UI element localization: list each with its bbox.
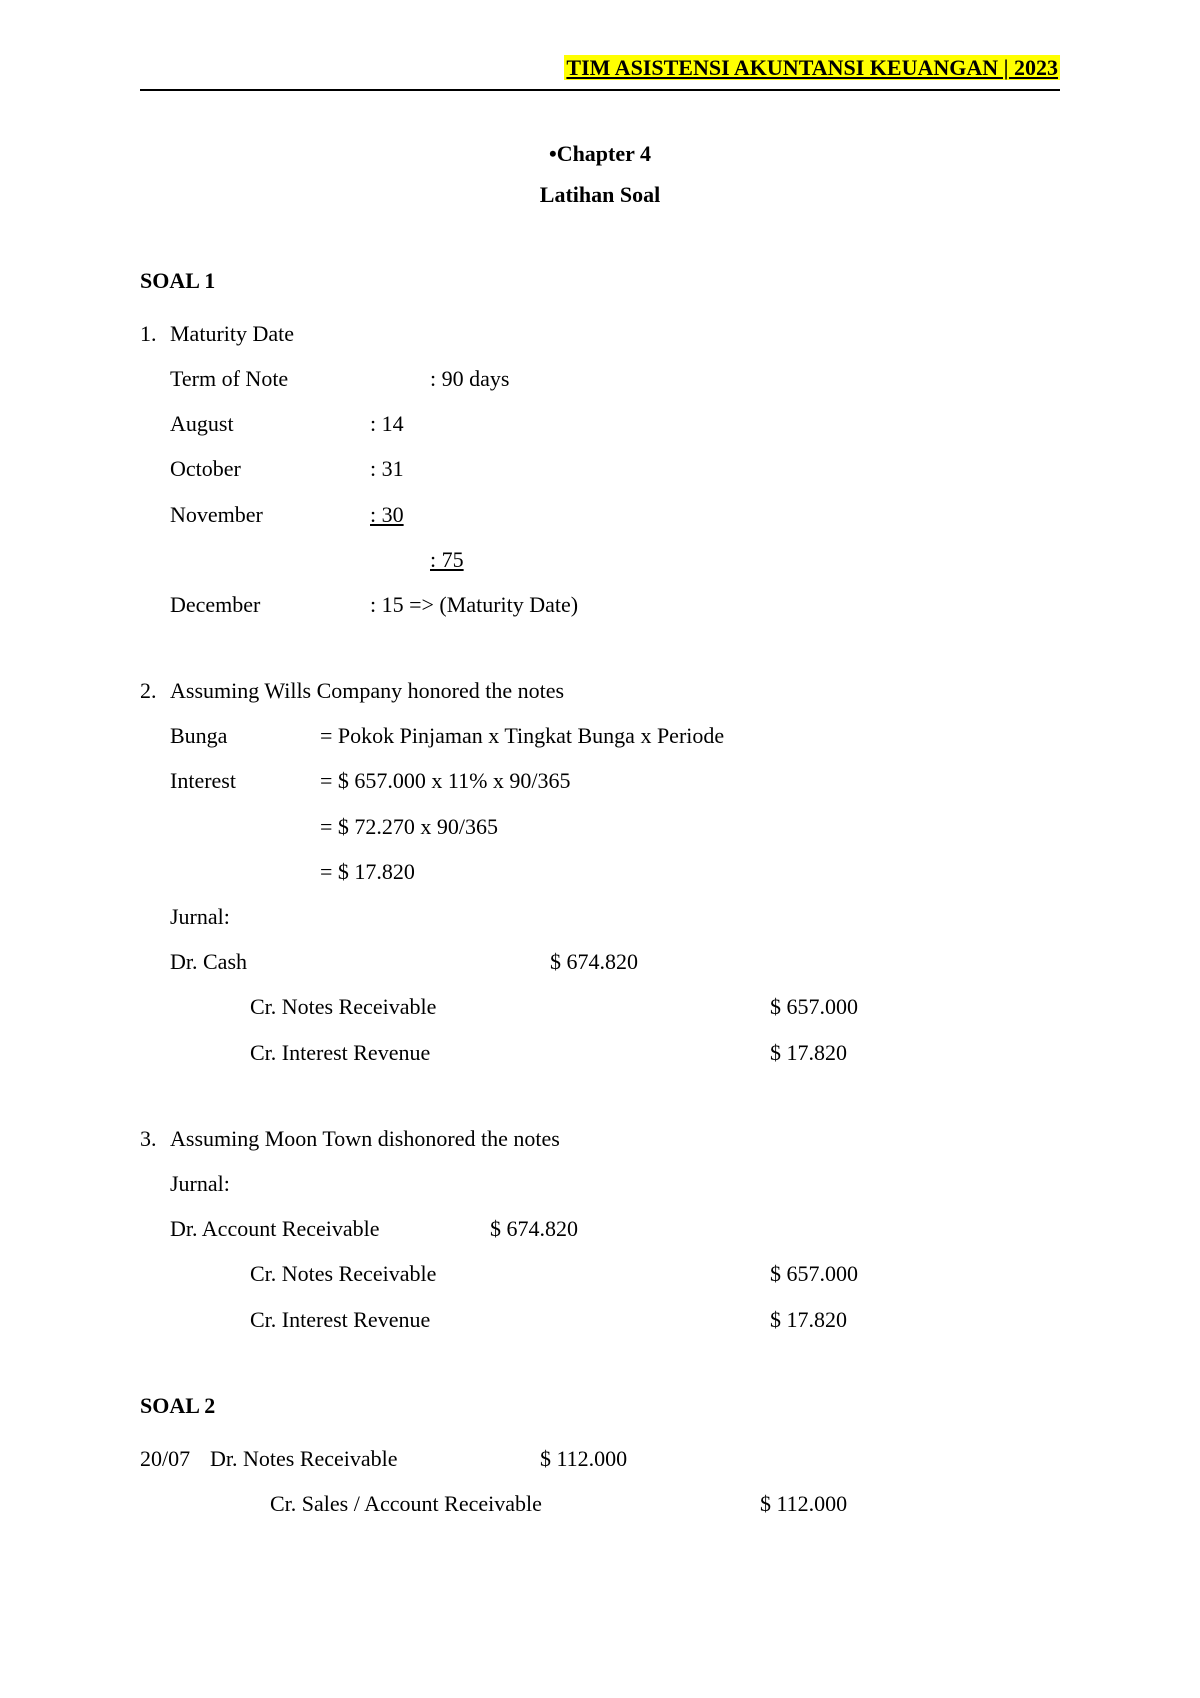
debit bbox=[550, 1256, 770, 1291]
debit bbox=[550, 1035, 770, 1070]
label: November bbox=[170, 497, 370, 532]
item-2: 2. Assuming Wills Company honored the no… bbox=[140, 673, 1060, 1080]
value: : 14 bbox=[370, 406, 404, 441]
account: Cr. Sales / Account Receivable bbox=[270, 1486, 670, 1521]
credit: $ 17.820 bbox=[770, 1302, 920, 1337]
value: : 30 bbox=[370, 497, 404, 532]
item-1: 1. Maturity Date Term of Note : 90 days … bbox=[140, 316, 1060, 632]
item-title: Assuming Moon Town dishonored the notes bbox=[170, 1121, 1060, 1156]
header-text: TIM ASISTENSI AKUNTANSI KEUANGAN | 2023 bbox=[564, 55, 1060, 80]
page-subtitle: Latihan Soal bbox=[140, 177, 1060, 212]
item-content: Assuming Wills Company honored the notes… bbox=[170, 673, 1060, 1080]
calc-row: Interest = $ 657.000 x 11% x 90/365 bbox=[170, 763, 1060, 798]
debit: $ 112.000 bbox=[540, 1441, 760, 1476]
maturity-final: December : 15 => (Maturity Date) bbox=[170, 587, 1060, 622]
value: : 75 bbox=[370, 542, 464, 577]
maturity-total: : 75 bbox=[170, 542, 1060, 577]
label: Term of Note bbox=[170, 361, 370, 396]
debit bbox=[550, 1302, 770, 1337]
journal-row: Cr. Interest Revenue $ 17.820 bbox=[170, 1035, 1060, 1070]
journal-label: Jurnal: bbox=[170, 1166, 1060, 1201]
page-header: TIM ASISTENSI AKUNTANSI KEUANGAN | 2023 bbox=[140, 50, 1060, 91]
account: Cr. Notes Receivable bbox=[250, 1256, 550, 1291]
maturity-row: August : 14 bbox=[170, 406, 1060, 441]
item-3: 3. Assuming Moon Town dishonored the not… bbox=[140, 1121, 1060, 1347]
account: Dr. Cash bbox=[170, 944, 550, 979]
value: = $ 657.000 x 11% x 90/365 bbox=[320, 763, 571, 798]
soal2-journal-row: 20/07 Dr. Notes Receivable $ 112.000 bbox=[140, 1441, 1060, 1476]
value: = $ 17.820 bbox=[320, 854, 415, 889]
account: Cr. Notes Receivable bbox=[250, 989, 550, 1024]
soal2-label: SOAL 2 bbox=[140, 1388, 1060, 1423]
account: Dr. Account Receivable bbox=[170, 1211, 490, 1246]
account: Cr. Interest Revenue bbox=[250, 1035, 550, 1070]
journal-label: Jurnal: bbox=[170, 899, 1060, 934]
label: August bbox=[170, 406, 370, 441]
account: Dr. Notes Receivable bbox=[210, 1441, 540, 1476]
maturity-row: November : 30 bbox=[170, 497, 1060, 532]
credit bbox=[770, 944, 920, 979]
credit bbox=[760, 1441, 910, 1476]
item-num: 3. bbox=[140, 1121, 170, 1347]
debit: $ 674.820 bbox=[490, 1211, 710, 1246]
maturity-row: October : 31 bbox=[170, 451, 1060, 486]
chapter-heading: Chapter 4 bbox=[140, 136, 1060, 171]
credit: $ 112.000 bbox=[760, 1486, 910, 1521]
journal-row: Dr. Cash $ 674.820 bbox=[170, 944, 1060, 979]
credit: $ 657.000 bbox=[770, 1256, 920, 1291]
label: Bunga bbox=[170, 718, 320, 753]
value: : 15 => (Maturity Date) bbox=[370, 587, 578, 622]
item-content: Assuming Moon Town dishonored the notes … bbox=[170, 1121, 1060, 1347]
value: : 31 bbox=[370, 451, 404, 486]
maturity-row: Term of Note : 90 days bbox=[170, 361, 1060, 396]
label: December bbox=[170, 587, 370, 622]
calc-row: = $ 17.820 bbox=[170, 854, 1060, 889]
credit bbox=[710, 1211, 860, 1246]
journal-row: Cr. Notes Receivable $ 657.000 bbox=[170, 1256, 1060, 1291]
journal-row: Dr. Account Receivable $ 674.820 bbox=[170, 1211, 1060, 1246]
calc-row: = $ 72.270 x 90/365 bbox=[170, 809, 1060, 844]
debit bbox=[550, 989, 770, 1024]
credit: $ 657.000 bbox=[770, 989, 920, 1024]
journal-row: Cr. Interest Revenue $ 17.820 bbox=[170, 1302, 1060, 1337]
item-num: 1. bbox=[140, 316, 170, 632]
item-title: Assuming Wills Company honored the notes bbox=[170, 673, 1060, 708]
soal2-journal-row: Cr. Sales / Account Receivable $ 112.000 bbox=[140, 1486, 1060, 1521]
label: October bbox=[170, 451, 370, 486]
label: Interest bbox=[170, 763, 320, 798]
value: = Pokok Pinjaman x Tingkat Bunga x Perio… bbox=[320, 718, 724, 753]
item-title: Maturity Date bbox=[170, 316, 1060, 351]
value: : 90 days bbox=[370, 361, 509, 396]
value: = $ 72.270 x 90/365 bbox=[320, 809, 498, 844]
journal-row: Cr. Notes Receivable $ 657.000 bbox=[170, 989, 1060, 1024]
soal1-label: SOAL 1 bbox=[140, 263, 1060, 298]
calc-row: Bunga = Pokok Pinjaman x Tingkat Bunga x… bbox=[170, 718, 1060, 753]
date: 20/07 bbox=[140, 1441, 210, 1476]
account: Cr. Interest Revenue bbox=[250, 1302, 550, 1337]
item-num: 2. bbox=[140, 673, 170, 1080]
credit: $ 17.820 bbox=[770, 1035, 920, 1070]
item-content: Maturity Date Term of Note : 90 days Aug… bbox=[170, 316, 1060, 632]
debit: $ 674.820 bbox=[550, 944, 770, 979]
